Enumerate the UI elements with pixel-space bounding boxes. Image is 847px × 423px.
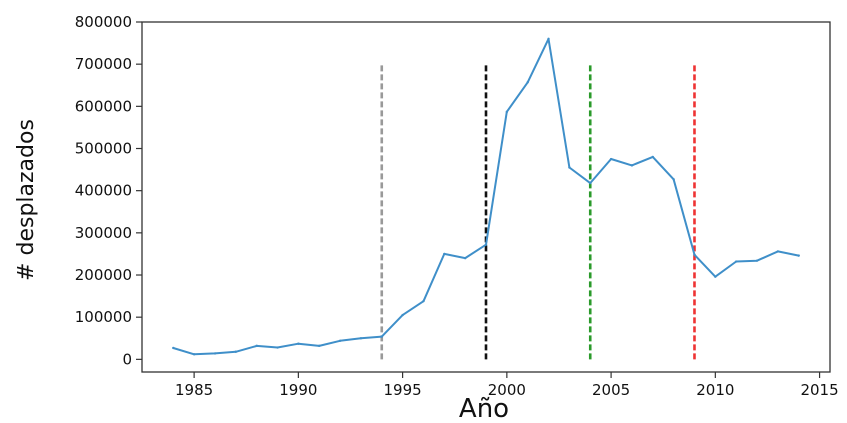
data-point-1996	[422, 299, 425, 303]
data-point-2003	[568, 166, 571, 169]
data-point-2000	[505, 110, 509, 114]
data-point-2009	[693, 253, 696, 256]
data-point-2011	[734, 260, 738, 263]
data-point-1992	[338, 339, 342, 342]
y-tick-label: 100000	[75, 308, 132, 326]
x-tick-label: 1985	[175, 381, 213, 399]
data-point-2002	[547, 37, 550, 41]
data-point-1998	[463, 256, 467, 260]
data-point-1985	[192, 353, 196, 356]
data-point-1987	[234, 350, 238, 353]
y-tick-label: 200000	[75, 266, 132, 284]
data-point-1999	[484, 243, 488, 246]
x-axis-title: Año	[459, 394, 509, 423]
y-tick-label: 0	[122, 350, 132, 368]
data-point-1990	[297, 342, 300, 345]
y-axis-title: # desplazados	[14, 119, 39, 281]
x-tick-label: 1990	[279, 381, 317, 399]
data-point-1997	[443, 252, 446, 256]
y-tick-label: 800000	[75, 13, 132, 31]
data-point-1986	[213, 352, 217, 355]
data-point-1993	[359, 337, 363, 340]
data-point-1984	[172, 346, 175, 350]
data-point-2008	[672, 178, 675, 181]
y-tick-label: 600000	[75, 97, 132, 115]
data-point-2013	[776, 250, 780, 253]
data-point-1989	[276, 346, 279, 349]
data-point-2001	[526, 81, 529, 84]
data-point-2014	[797, 254, 800, 257]
data-point-2004	[589, 181, 592, 185]
y-tick-label: 700000	[75, 55, 132, 73]
y-tick-label: 400000	[75, 182, 132, 200]
plot-layer	[172, 37, 800, 360]
data-point-1994	[380, 335, 383, 338]
axis-layer: 1985 1990 1995 2000 2005 2010 2015 0 100000 20000…	[75, 13, 839, 399]
y-tick-label: 300000	[75, 224, 132, 242]
data-point-2005	[609, 157, 613, 161]
plot-frame	[141, 21, 831, 373]
x-tick-label: 2000	[488, 381, 526, 399]
data-point-1988	[255, 344, 258, 348]
x-tick-label: 2010	[696, 381, 734, 399]
data-point-2012	[755, 259, 759, 262]
data-point-2007	[651, 155, 654, 159]
data-point-2006	[630, 164, 634, 167]
data-point-2010	[714, 275, 717, 278]
data-point-1995	[401, 313, 404, 317]
x-tick-label: 2015	[800, 381, 838, 399]
y-tick-label: 500000	[75, 140, 132, 158]
x-tick-label: 1995	[384, 381, 422, 399]
data-point-1991	[318, 344, 321, 348]
x-tick-label: 2005	[592, 381, 630, 399]
